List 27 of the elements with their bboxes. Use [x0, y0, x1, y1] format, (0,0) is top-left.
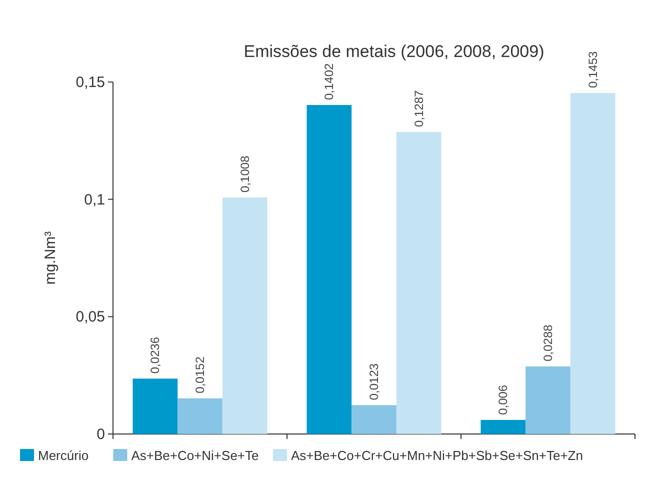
- bar: [222, 197, 268, 434]
- legend-label: As+Be+Co+Cr+Cu+Mn+Ni+Pb+Sb+Se+Sn+Te+Zn: [291, 448, 583, 463]
- bar: [480, 420, 526, 434]
- legend-label: As+Be+Co+Ni+Se+Te: [131, 448, 259, 463]
- data-label: 0,0123: [367, 363, 381, 400]
- bar: [178, 398, 222, 434]
- y-tick-label: 0,05: [76, 308, 105, 326]
- data-label: 0,0152: [193, 356, 207, 394]
- data-label: 0,1008: [238, 155, 252, 192]
- bar: [396, 132, 442, 434]
- bar: [306, 104, 352, 434]
- bar: [526, 366, 570, 434]
- data-label: 0,1402: [322, 62, 336, 100]
- y-tick-label: 0,15: [76, 74, 105, 91]
- y-axis-title: mg.Nm³: [42, 231, 59, 285]
- data-label: 0,1287: [412, 90, 426, 127]
- y-tick-label: 0,1: [84, 191, 105, 208]
- legend-label: Mercúrio: [38, 448, 89, 463]
- chart-title: Emissões de metais (2006, 2008, 2009): [244, 42, 544, 61]
- bar: [132, 378, 178, 434]
- data-label: 0,1453: [586, 51, 600, 88]
- bar: [570, 93, 616, 434]
- data-label: 0,006: [496, 384, 510, 415]
- data-label: 0,0288: [541, 324, 555, 362]
- y-tick-label: 0: [96, 426, 105, 443]
- bar: [352, 405, 396, 434]
- data-label: 0,0236: [148, 336, 162, 374]
